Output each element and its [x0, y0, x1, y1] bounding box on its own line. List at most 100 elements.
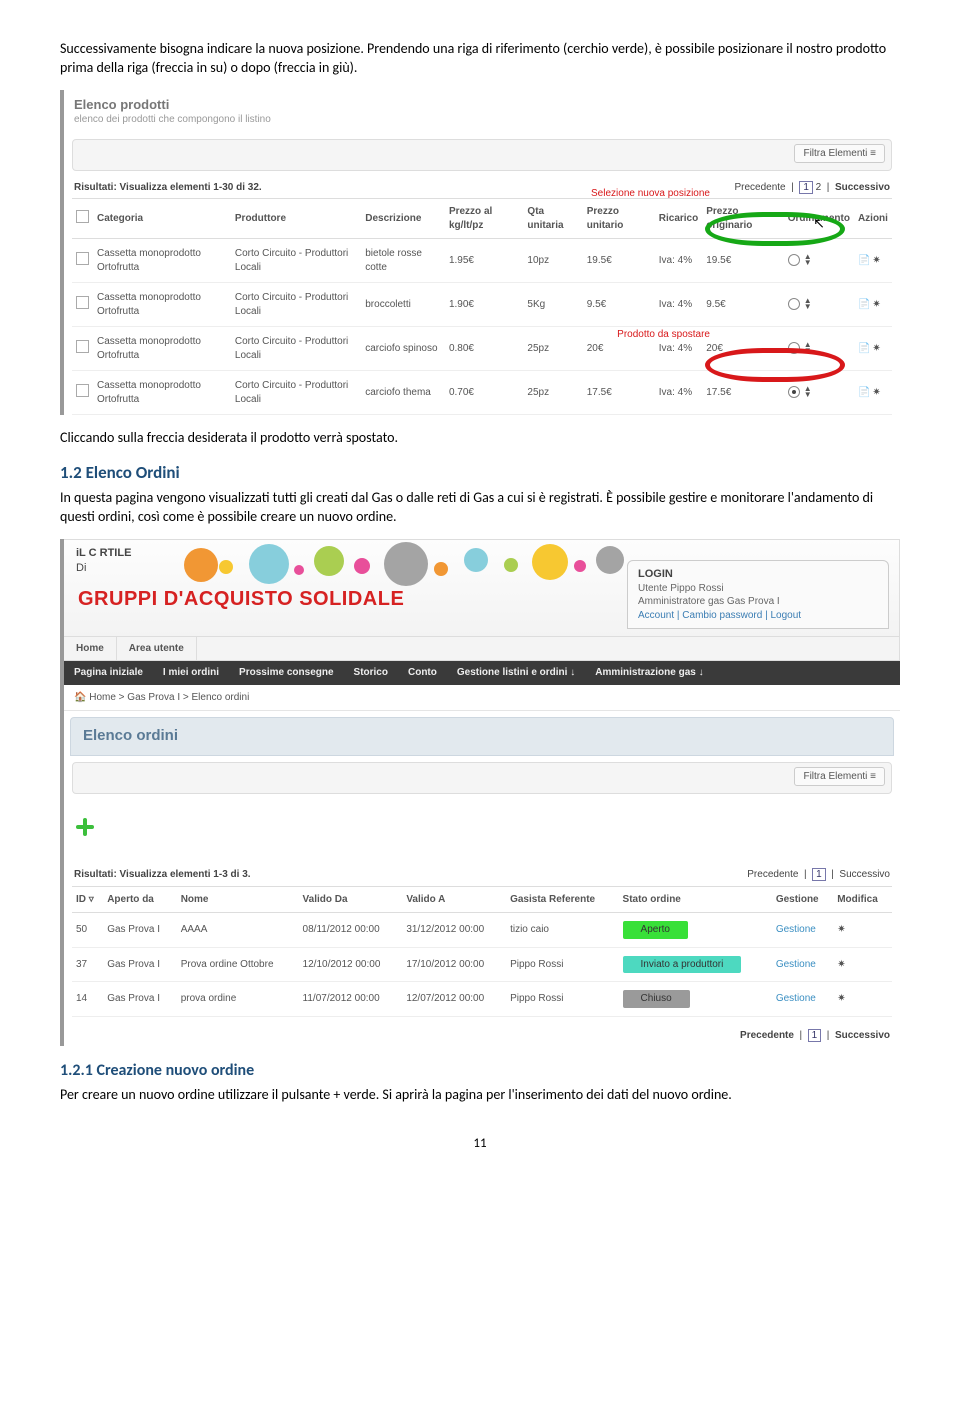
- filter-label-ordini: Filtra Elementi: [803, 771, 867, 782]
- pager-page-2[interactable]: 2: [816, 182, 822, 193]
- filter-button[interactable]: Filtra Elementi ≡: [794, 144, 885, 164]
- bubble-decoration: [574, 560, 586, 572]
- bubble-decoration: [434, 562, 448, 576]
- bubble-decoration: [384, 542, 428, 586]
- sort-arrows-icon[interactable]: ▲▼: [804, 342, 812, 354]
- cell-ordinamento[interactable]: ▲▼: [784, 371, 854, 415]
- order-radio[interactable]: [788, 254, 800, 266]
- select-all-checkbox[interactable]: [76, 210, 89, 223]
- cell-stato: Aperto: [619, 913, 772, 948]
- cell-gestione[interactable]: Gestione: [772, 982, 833, 1017]
- col-prezzo-kg: Prezzo al kg/lt/pz: [445, 199, 523, 239]
- col-aperto-da: Aperto da: [103, 886, 177, 913]
- cell-prezzo-kg: 1.95€: [445, 239, 523, 283]
- table-row: 50Gas Prova IAAAA08/11/2012 00:0031/12/2…: [72, 913, 892, 948]
- cell-stato: Chiuso: [619, 982, 772, 1017]
- pager-page-1[interactable]: 1: [812, 868, 826, 881]
- logo: iL C RTILE Di: [76, 546, 131, 576]
- table-row: 14Gas Prova Iprova ordine11/07/2012 00:0…: [72, 982, 892, 1017]
- subnav-amministrazione[interactable]: Amministrazione gas ↓: [585, 661, 713, 685]
- sort-arrows-icon[interactable]: ▲▼: [804, 386, 812, 398]
- cell-valido-da: 11/07/2012 00:00: [299, 982, 403, 1017]
- col-id[interactable]: ID ▿: [72, 886, 103, 913]
- row-checkbox[interactable]: [76, 384, 89, 397]
- heading-1-2: 1.2 Elenco Ordini: [60, 462, 900, 485]
- pager-page-1[interactable]: 1: [799, 181, 813, 194]
- cell-ordinamento[interactable]: ▲▼: [784, 327, 854, 371]
- col-categoria: Categoria: [93, 199, 231, 239]
- edit-icon[interactable]: ✷: [833, 913, 892, 948]
- subnav-storico[interactable]: Storico: [344, 661, 398, 685]
- cell-gestione[interactable]: Gestione: [772, 947, 833, 982]
- col-gestione: Gestione: [772, 886, 833, 913]
- pager-page-1[interactable]: 1: [808, 1029, 822, 1042]
- add-order-button[interactable]: [74, 816, 96, 838]
- heading-1-2-1: 1.2.1 Creazione nuovo ordine: [60, 1060, 900, 1082]
- row-actions[interactable]: 📄✷: [854, 239, 892, 283]
- pager-prev[interactable]: Precedente: [747, 869, 798, 880]
- tab-area-utente[interactable]: Area utente: [117, 637, 197, 661]
- pager-next[interactable]: Successivo: [835, 1030, 890, 1041]
- cell-descrizione: bietole rosse cotte: [361, 239, 445, 283]
- pager-prev[interactable]: Precedente: [734, 182, 785, 193]
- row-actions[interactable]: 📄✷: [854, 283, 892, 327]
- edit-icon[interactable]: ✷: [833, 947, 892, 982]
- row-actions[interactable]: 📄✷: [854, 327, 892, 371]
- order-radio[interactable]: [788, 342, 800, 354]
- col-ricarico: Ricarico: [655, 199, 702, 239]
- row-checkbox[interactable]: [76, 296, 89, 309]
- order-radio[interactable]: [788, 298, 800, 310]
- row-actions[interactable]: 📄✷: [854, 371, 892, 415]
- sort-arrows-icon[interactable]: ▲▼: [804, 254, 812, 266]
- bubble-decoration: [294, 565, 304, 575]
- screenshot-elenco-ordini: iL C RTILE Di GRUPPI D'ACQUISTO SOLIDALE…: [60, 539, 900, 1046]
- row-checkbox[interactable]: [76, 340, 89, 353]
- col-azioni: Azioni: [854, 199, 892, 239]
- bubble-decoration: [219, 560, 233, 574]
- subnav-pagina-iniziale[interactable]: Pagina iniziale: [64, 661, 153, 685]
- tab-home[interactable]: Home: [64, 637, 117, 661]
- bubble-decoration: [184, 548, 218, 582]
- login-user: Utente Pippo Rossi: [638, 582, 878, 596]
- col-prezzo-orig: Prezzo originario: [702, 199, 783, 239]
- pager-next[interactable]: Successivo: [835, 182, 890, 193]
- sort-arrows-icon[interactable]: ▲▼: [804, 298, 812, 310]
- pager-prev[interactable]: Precedente: [740, 1030, 794, 1041]
- login-links[interactable]: Account | Cambio password | Logout: [638, 610, 801, 621]
- pager-ordini-top: Precedente | 1 | Successivo: [747, 868, 890, 882]
- cell-categoria: Cassetta monoprodotto Ortofrutta: [93, 239, 231, 283]
- cell-id: 37: [72, 947, 103, 982]
- table-row: Cassetta monoprodotto OrtofruttaCorto Ci…: [72, 327, 892, 371]
- order-radio[interactable]: [788, 386, 800, 398]
- screenshot-elenco-prodotti: Elenco prodotti elenco dei prodotti che …: [60, 90, 900, 416]
- cell-stato: Inviato a produttori: [619, 947, 772, 982]
- subnav-miei-ordini[interactable]: I miei ordini: [153, 661, 229, 685]
- row-checkbox[interactable]: [76, 252, 89, 265]
- filter-bar-ordini: Filtra Elementi ≡: [72, 762, 892, 794]
- cell-aperto-da: Gas Prova I: [103, 913, 177, 948]
- cell-gestione[interactable]: Gestione: [772, 913, 833, 948]
- pager-next[interactable]: Successivo: [839, 869, 890, 880]
- subnav-prossime-consegne[interactable]: Prossime consegne: [229, 661, 343, 685]
- subnav-conto[interactable]: Conto: [398, 661, 447, 685]
- cell-ordinamento[interactable]: ▲▼: [784, 239, 854, 283]
- cell-valido-a: 17/10/2012 00:00: [402, 947, 506, 982]
- annotation-red-text: Prodotto da spostare: [617, 328, 710, 342]
- results-bar-ordini: Risultati: Visualizza elementi 1-3 di 3.…: [64, 864, 900, 886]
- table-header-row: ID ▿ Aperto da Nome Valido Da Valido A G…: [72, 886, 892, 913]
- cell-produttore: Corto Circuito - Produttori Locali: [231, 283, 361, 327]
- filter-button-ordini[interactable]: Filtra Elementi ≡: [794, 767, 885, 787]
- bubble-decoration: [354, 558, 370, 574]
- cell-referente: Pippo Rossi: [506, 947, 618, 982]
- col-referente: Gasista Referente: [506, 886, 618, 913]
- edit-icon[interactable]: ✷: [833, 982, 892, 1017]
- cell-qta: 5Kg: [523, 283, 582, 327]
- subnav-gestione-listini[interactable]: Gestione listini e ordini ↓: [447, 661, 585, 685]
- cell-prezzo-orig: 19.5€: [702, 239, 783, 283]
- table-row: Cassetta monoprodotto OrtofruttaCorto Ci…: [72, 283, 892, 327]
- cell-ordinamento[interactable]: ▲▼: [784, 283, 854, 327]
- cell-ricarico: Iva: 4%: [655, 371, 702, 415]
- post-shot1-text: Cliccando sulla freccia desiderata il pr…: [60, 429, 900, 448]
- table-row: Cassetta monoprodotto OrtofruttaCorto Ci…: [72, 371, 892, 415]
- cursor-icon: ↖: [813, 214, 825, 233]
